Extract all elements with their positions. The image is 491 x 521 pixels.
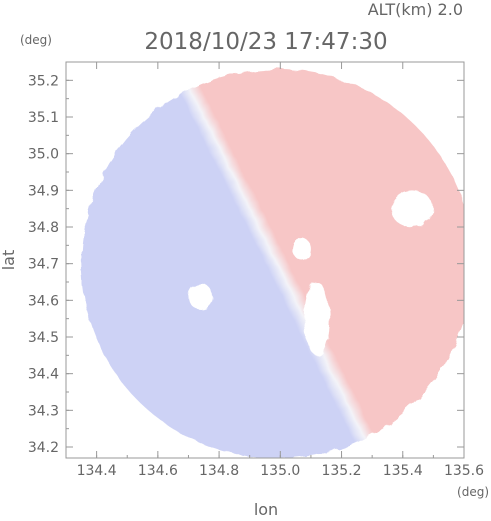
plot-frame (65, 61, 465, 459)
x-tick-label: 135.4 (383, 463, 423, 479)
x-tick-label: 134.6 (138, 463, 178, 479)
y-tick-label: 34.6 (28, 293, 59, 309)
velocity-field (81, 68, 464, 458)
y-tick-label: 35.1 (28, 110, 59, 126)
data-gap-1 (188, 283, 213, 310)
x-tick-label: 134.8 (199, 463, 239, 479)
y-tick-label: 34.4 (28, 367, 59, 383)
axes: 134.4 134.6 134.8 135.0 135.2 135.4 135.6 34.2 3… (28, 61, 484, 479)
y-tick-label: 35.2 (28, 73, 59, 89)
altitude-label: ALT(km) 2.0 (368, 0, 463, 19)
x-unit-label: (deg) (457, 485, 489, 499)
y-tick-label: 35.0 (28, 147, 59, 163)
chart-title: 2018/10/23 17:47:30 (144, 29, 387, 55)
radar-field (81, 68, 464, 458)
y-tick-label: 34.8 (28, 220, 59, 236)
x-tick-label: 135.6 (444, 463, 484, 479)
x-tick-label: 134.4 (77, 463, 117, 479)
y-tick-label: 34.9 (28, 183, 59, 199)
y-tick-label: 34.5 (28, 330, 59, 346)
data-gap-3 (304, 282, 330, 356)
y-axis-label: lat (0, 250, 18, 271)
y-tick-label: 34.2 (28, 440, 59, 456)
data-gap-4 (390, 190, 434, 228)
x-tick-label: 135.2 (321, 463, 361, 479)
y-tick-label: 34.3 (28, 403, 59, 419)
y-unit-label: (deg) (20, 33, 52, 47)
data-gap-2 (292, 238, 311, 260)
x-axis-label: lon (254, 500, 278, 519)
x-tick-label: 135.0 (260, 463, 300, 479)
y-tick-label: 34.7 (28, 257, 59, 273)
